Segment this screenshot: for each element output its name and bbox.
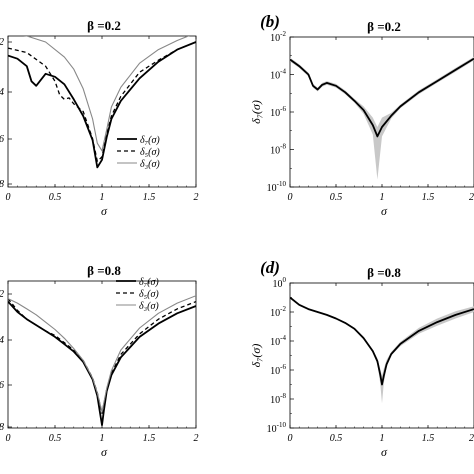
y-tick-label: 8 [0,422,4,433]
x-tick-label: 1 [380,192,385,203]
legend-entry: δ₇(σ) [140,135,160,146]
y-tick-label: 10-10 [267,421,287,435]
x-axis-label-b: σ [381,204,388,218]
chart-title-d: β =0.8 [367,265,401,280]
series-line-2 [8,41,196,162]
plot-frame-d [289,282,474,429]
uncertainty-band [290,296,474,404]
x-tick-label: 0.5 [330,192,343,203]
y-tick-label: 10-2 [270,305,286,319]
y-tick-label: 10-4 [270,68,286,82]
y-tick-label: 6 [0,134,4,145]
x-tick-label: 1 [380,433,385,444]
x-tick-label: 2 [469,433,474,444]
series-line-2 [8,298,196,414]
plot-area-a [8,36,196,169]
panel-label-b: (b) [260,12,280,31]
x-tick-label: 1.5 [422,433,435,444]
series-line-1 [290,296,474,386]
x-tick-label: 0 [6,433,11,444]
series-line-1 [290,57,474,138]
chart-title-b: β =0.2 [367,19,401,34]
x-tick-label: 1.5 [143,433,156,444]
series-line-3 [8,295,196,413]
x-tick-label: 2 [469,192,474,203]
x-tick-label: 1.5 [422,192,435,203]
legend-entry: δ₅(σ) [139,289,159,300]
y-tick-label: 10-4 [270,334,286,348]
panel-label-d: (d) [260,258,280,277]
y-tick-label: 2 [0,289,4,300]
series-line-1 [8,41,196,169]
y-tick-label: 10-8 [270,392,286,406]
y-tick-label: 4 [0,87,4,98]
x-axis-label-a: σ [101,204,108,218]
plot-area-d [290,296,474,404]
x-tick-label: 0 [288,433,293,444]
x-tick-label: 0 [288,192,293,203]
y-tick-label: 4 [0,335,4,346]
y-tick-label: 6 [0,380,4,391]
y-tick-label: 8 [0,179,4,190]
y-tick-label: 10-10 [267,180,287,194]
x-axis-label-d: σ [381,445,388,459]
x-tick-label: 0.5 [330,433,343,444]
y-tick-label: 100 [273,276,287,290]
chart-title-c: β =0.8 [87,263,121,278]
legend-entry: δ₅(σ) [140,147,160,158]
x-tick-label: 1.5 [143,192,156,203]
y-axis-label-d: δ₇(σ) [249,344,263,368]
x-tick-label: 1 [100,192,105,203]
y-tick-label: 10-8 [270,143,286,157]
y-tick-label: 2 [0,37,4,48]
y-tick-label: 10-6 [270,105,286,119]
x-tick-label: 0.5 [49,433,62,444]
x-tick-label: 0 [6,192,11,203]
chart-title-a: β =0.2 [87,18,121,33]
x-tick-label: 1 [100,433,105,444]
y-tick-label: 10-2 [270,30,286,44]
y-tick-label: 10-6 [270,363,286,377]
series-line-1 [8,300,196,426]
y-axis-label-b: δ₇(σ) [249,100,263,124]
x-tick-label: 2 [194,433,199,444]
legend-entry: δ₇(σ) [139,277,159,288]
plot-area-c [8,295,196,426]
legend-entry: δ₃(σ) [139,301,159,312]
plot-frame-b [289,36,474,188]
legend-entry: δ₃(σ) [140,159,160,170]
x-tick-label: 2 [194,192,199,203]
x-tick-label: 0.5 [49,192,62,203]
plot-area-b [290,56,474,180]
plot-frame-c [7,280,197,429]
series-line-3 [23,36,190,152]
x-axis-label-c: σ [101,445,108,459]
